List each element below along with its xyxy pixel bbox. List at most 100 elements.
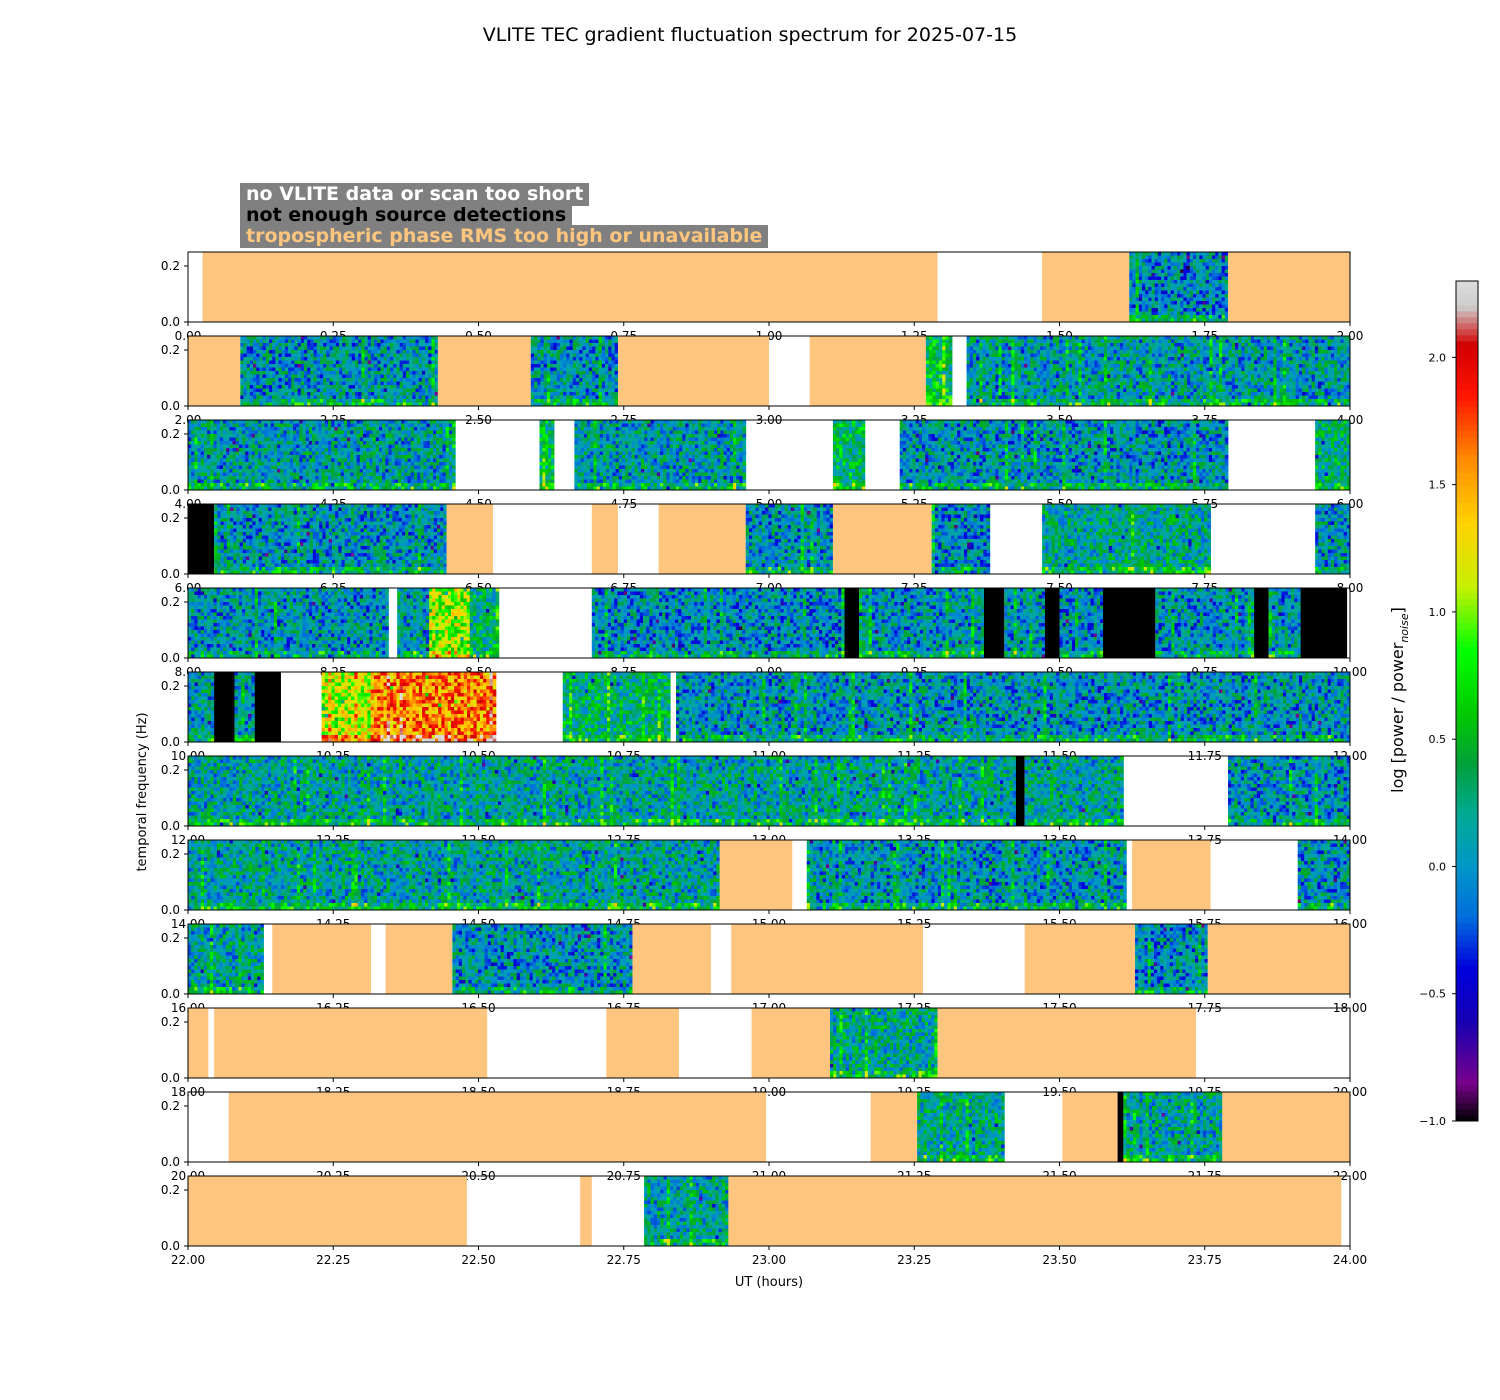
colorbar-band [1456, 1115, 1478, 1122]
spectrum-segment [397, 588, 430, 659]
no-detection-segment [1103, 588, 1156, 658]
colorbar-band [1456, 833, 1478, 840]
no-detection-segment [983, 588, 1005, 658]
troposphere-segment [591, 504, 618, 574]
y-tick-label: 0.2 [161, 259, 180, 273]
no-detection-segment [214, 672, 235, 742]
y-tick-label: 0.0 [161, 987, 180, 1001]
colorbar-band [1456, 935, 1478, 942]
spectrum-segment [188, 588, 389, 659]
colorbar-band [1456, 299, 1478, 306]
spectrum-segment [188, 924, 264, 995]
colorbar-band [1456, 617, 1478, 624]
troposphere-segment [188, 1008, 209, 1078]
colorbar-tick-label: 2.0 [1429, 351, 1447, 364]
y-tick-label: 0.0 [161, 1239, 180, 1253]
colorbar-band [1456, 389, 1478, 396]
troposphere-segment [188, 1176, 467, 1246]
colorbar-band [1456, 743, 1478, 750]
colorbar-band [1456, 371, 1478, 378]
spectrum-segment [321, 672, 375, 743]
colorbar-tick-label: 1.0 [1429, 606, 1447, 619]
y-tick-label: 0.0 [161, 735, 180, 749]
colorbar-band [1456, 539, 1478, 546]
colorbar-band [1456, 863, 1478, 870]
spectrum-segment [1059, 588, 1104, 659]
x-axis-label: UT (hours) [735, 1275, 803, 1290]
colorbar-band [1456, 749, 1478, 756]
y-tick-label: 0.2 [161, 679, 180, 693]
colorbar-band [1456, 677, 1478, 684]
colorbar-band [1456, 383, 1478, 390]
y-tick-label: 0.0 [161, 567, 180, 581]
colorbar-tick-label: 0.0 [1429, 860, 1447, 873]
y-tick-label: 0.2 [161, 931, 180, 945]
no-detection-segment [254, 672, 281, 742]
colorbar-band [1456, 293, 1478, 300]
legend-entry-troposphere: tropospheric phase RMS too high or unava… [240, 225, 769, 248]
colorbar-band [1456, 827, 1478, 834]
colorbar-band [1456, 443, 1478, 450]
spectrum-segment [899, 420, 1229, 491]
colorbar-band [1456, 755, 1478, 762]
spectrum-segment [832, 420, 866, 491]
no-detection-segment [1254, 588, 1269, 658]
subplot-row: 0.00.214.0014.2514.5014.7515.0015.2515.5… [161, 839, 1367, 931]
spectrum-segment [1315, 420, 1351, 491]
x-tick-label: 23.25 [897, 1253, 931, 1267]
spectrum-segment [1024, 756, 1124, 827]
colorbar-band [1456, 1037, 1478, 1044]
colorbar-band [1456, 917, 1478, 924]
colorbar-band [1456, 599, 1478, 606]
colorbar-band [1456, 821, 1478, 828]
colorbar-band [1456, 779, 1478, 786]
troposphere-segment [385, 924, 453, 994]
spectrum-segment [373, 672, 497, 743]
troposphere-segment [731, 924, 923, 994]
spectrum-segment [530, 336, 619, 407]
colorbar-band [1456, 1055, 1478, 1062]
colorbar-band [1456, 929, 1478, 936]
subplot-row: 0.00.218.0018.2518.5018.7519.0019.2519.5… [161, 1007, 1367, 1099]
y-tick-label: 0.2 [161, 343, 180, 357]
colorbar-label-end: ] [1388, 607, 1407, 613]
troposphere-segment [1227, 252, 1350, 322]
troposphere-segment [617, 336, 769, 406]
chart-title: VLITE TEC gradient fluctuation spectrum … [0, 24, 1500, 46]
y-tick-label: 0.2 [161, 427, 180, 441]
spectrum-segment [745, 504, 834, 575]
troposphere-segment [832, 504, 932, 574]
colorbar-band [1456, 659, 1478, 666]
no-detection-segment [1044, 588, 1060, 658]
subplot-row: 0.00.24.004.254.504.755.005.255.505.756.… [161, 419, 1363, 511]
spectrum-segment [240, 336, 439, 407]
spectrum-segment [917, 1092, 1005, 1163]
colorbar-band [1456, 641, 1478, 648]
colorbar-band [1456, 689, 1478, 696]
spectrum-segment [931, 504, 991, 575]
subplot-row: 0.00.216.0016.2516.5016.7517.0017.2517.5… [161, 923, 1367, 1015]
colorbar-band [1456, 983, 1478, 990]
colorbar-band [1456, 581, 1478, 588]
colorbar-band [1456, 1079, 1478, 1086]
colorbar-band [1456, 1067, 1478, 1074]
colorbar-band [1456, 1103, 1478, 1110]
spectrum-segment [925, 336, 953, 407]
spectrum-segment [806, 840, 1127, 911]
colorbar-band [1456, 671, 1478, 678]
troposphere-segment [1042, 252, 1130, 322]
colorbar-band [1456, 773, 1478, 780]
y-tick-label: 0.0 [161, 483, 180, 497]
colorbar-band [1456, 551, 1478, 558]
colorbar-tick-label: 0.5 [1429, 733, 1447, 746]
colorbar-band [1456, 587, 1478, 594]
colorbar-band [1456, 803, 1478, 810]
colorbar-band [1456, 851, 1478, 858]
x-tick-label: 23.75 [1188, 1253, 1222, 1267]
colorbar-band [1456, 1007, 1478, 1014]
colorbar-band [1456, 875, 1478, 882]
spectrum-segment [676, 672, 1351, 743]
no-detection-segment [1117, 1092, 1124, 1162]
colorbar-band [1456, 1001, 1478, 1008]
colorbar-band [1456, 1091, 1478, 1098]
